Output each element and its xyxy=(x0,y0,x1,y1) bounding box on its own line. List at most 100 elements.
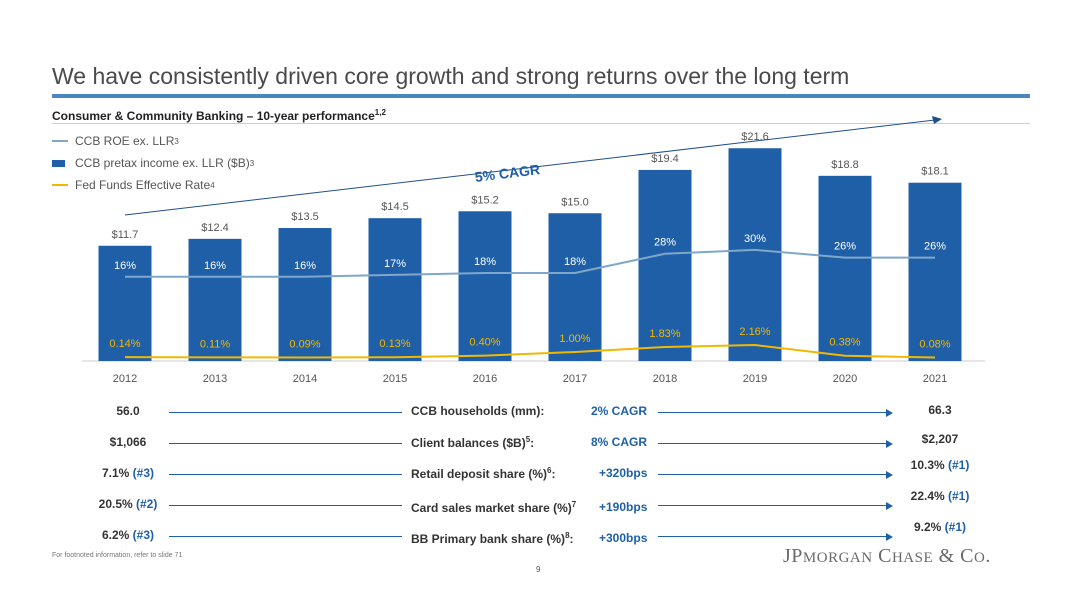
bar-2017 xyxy=(548,213,602,361)
footnote: For footnoted information, refer to slid… xyxy=(52,552,183,559)
roe-point-label-2017: 18% xyxy=(564,256,586,268)
bar-2020 xyxy=(818,175,872,361)
metric-label: Retail deposit share (%)6: xyxy=(411,466,555,481)
roe-point-label-2014: 16% xyxy=(294,260,316,272)
x-tick-label-2018: 2018 xyxy=(653,373,677,385)
x-tick-label-2019: 2019 xyxy=(743,373,767,385)
legend-label-pretax: CCB pretax income ex. LLR ($B) xyxy=(75,156,250,170)
metric-start-value: 56.0 xyxy=(88,404,168,418)
bar-2016 xyxy=(458,211,512,361)
metric-connector-left xyxy=(169,505,402,506)
metric-start-rank: (#3) xyxy=(132,528,155,542)
cagr-annotation: 5% CAGR xyxy=(474,161,541,185)
fed-funds-point-label-2013: 0.11% xyxy=(200,338,231,350)
metric-end-value: $2,207 xyxy=(900,432,980,446)
performance-chart: 5% CAGR $11.7 2012 $12.4 2013 $13.5 2014 $14.5 2… xyxy=(82,116,985,385)
metric-start-value: 20.5% (#2) xyxy=(88,497,168,511)
metric-arrowhead xyxy=(886,501,893,510)
metric-end-number: 66.3 xyxy=(928,403,952,417)
metric-connector-left xyxy=(169,474,402,475)
bar-value-label-2021: $18.1 xyxy=(921,166,949,178)
metric-arrowhead xyxy=(886,470,893,479)
metric-label-colon: : xyxy=(551,467,556,481)
metric-change: +320bps xyxy=(599,466,648,480)
cagr-trend-arrowhead xyxy=(932,116,942,124)
bar-value-label-2019: $21.6 xyxy=(741,131,769,143)
metric-arrowhead xyxy=(886,408,893,417)
metric-start-rank: (#3) xyxy=(132,466,155,480)
bar-value-label-2018: $19.4 xyxy=(651,153,679,165)
metric-start-number: $1,066 xyxy=(109,435,147,449)
metric-connector-right xyxy=(658,474,886,475)
fed-funds-point-label-2014: 0.09% xyxy=(289,338,320,350)
chart-subtitle: Consumer & Community Banking – 10-year p… xyxy=(52,108,386,123)
roe-point-label-2016: 18% xyxy=(474,256,496,268)
fed-funds-point-label-2012: 0.14% xyxy=(109,338,140,350)
subtitle-text: Consumer & Community Banking – 10-year p… xyxy=(52,109,375,123)
bar-2018 xyxy=(638,169,692,361)
metric-label-text: CCB households (mm): xyxy=(411,404,545,418)
metric-change: +190bps xyxy=(599,500,648,514)
subtitle-divider xyxy=(52,123,1030,124)
cagr-trend-line xyxy=(124,119,936,216)
metric-label-text: Client balances ($B) xyxy=(411,436,526,450)
x-tick-label-2014: 2014 xyxy=(293,373,317,385)
fed-funds-point-label-2016: 0.40% xyxy=(469,337,500,349)
x-tick-label-2013: 2013 xyxy=(203,373,227,385)
metric-end-rank: (#1) xyxy=(948,458,970,472)
legend-sup-fedfunds: 4 xyxy=(210,180,215,190)
metric-start-value: 6.2% (#3) xyxy=(88,528,168,542)
metric-label-footnote: 5 xyxy=(525,435,531,444)
metric-change: 8% CAGR xyxy=(591,435,648,449)
metric-change: +300bps xyxy=(599,531,648,545)
roe-point-label-2013: 16% xyxy=(204,260,226,272)
metric-connector-right xyxy=(658,412,886,413)
metric-start-number: 56.0 xyxy=(116,404,140,418)
roe-point-label-2012: 16% xyxy=(114,260,136,272)
metric-connector-right xyxy=(658,505,886,506)
fed-funds-point-label-2018: 1.83% xyxy=(649,328,680,340)
metric-label-footnote: 7 xyxy=(571,500,577,509)
fed-funds-point-label-2019: 2.16% xyxy=(739,326,770,338)
metric-label-colon: : xyxy=(569,532,574,546)
roe-point-label-2015: 17% xyxy=(384,258,406,270)
roe-point-label-2019: 30% xyxy=(744,233,766,245)
bar-value-label-2020: $18.8 xyxy=(831,159,859,171)
metric-end-number: 10.3% xyxy=(910,458,948,472)
legend-label-roe: CCB ROE ex. LLR xyxy=(75,134,175,148)
metric-connector-right xyxy=(658,443,886,444)
fed-funds-point-label-2020: 0.38% xyxy=(829,337,860,349)
metric-end-number: $2,207 xyxy=(921,432,959,446)
metric-start-number: 20.5% xyxy=(98,497,136,511)
bar-2014 xyxy=(278,228,332,361)
roe-line xyxy=(125,248,935,278)
bar-value-label-2017: $15.0 xyxy=(561,196,589,208)
bar-2013 xyxy=(188,238,242,361)
legend-label-fedfunds: Fed Funds Effective Rate xyxy=(75,178,211,192)
x-tick-label-2020: 2020 xyxy=(833,373,857,385)
metric-arrowhead xyxy=(886,532,893,541)
metric-end-number: 22.4% xyxy=(910,489,948,503)
company-logo: JPMORGAN CHASE & CO. xyxy=(783,545,991,567)
metric-label-text: Card sales market share (%) xyxy=(411,501,572,515)
bar-2012 xyxy=(98,245,152,361)
bar-2021 xyxy=(908,182,962,361)
legend-sup-pretax: 3 xyxy=(249,158,255,168)
roe-point-label-2020: 26% xyxy=(834,241,856,253)
metric-end-rank: (#1) xyxy=(944,520,967,534)
metric-end-value: 10.3% (#1) xyxy=(900,458,980,472)
fed-funds-point-label-2017: 1.00% xyxy=(559,333,590,345)
metric-label: Card sales market share (%)7 xyxy=(411,500,576,515)
legend-item-pretax: CCB pretax income ex. LLR ($B) 3 xyxy=(52,152,254,174)
metric-label: BB Primary bank share (%)8: xyxy=(411,531,574,546)
roe-point-label-2018: 28% xyxy=(654,237,676,249)
x-tick-label-2021: 2021 xyxy=(923,373,947,385)
bar-value-label-2016: $15.2 xyxy=(471,194,499,206)
metric-start-rank: (#2) xyxy=(136,497,158,511)
legend-swatch-roe xyxy=(52,140,68,142)
x-tick-label-2012: 2012 xyxy=(113,373,137,385)
page-number: 9 xyxy=(536,565,541,574)
metric-label-text: Retail deposit share (%) xyxy=(411,467,548,481)
x-tick-label-2015: 2015 xyxy=(383,373,407,385)
title-divider xyxy=(52,94,1030,98)
